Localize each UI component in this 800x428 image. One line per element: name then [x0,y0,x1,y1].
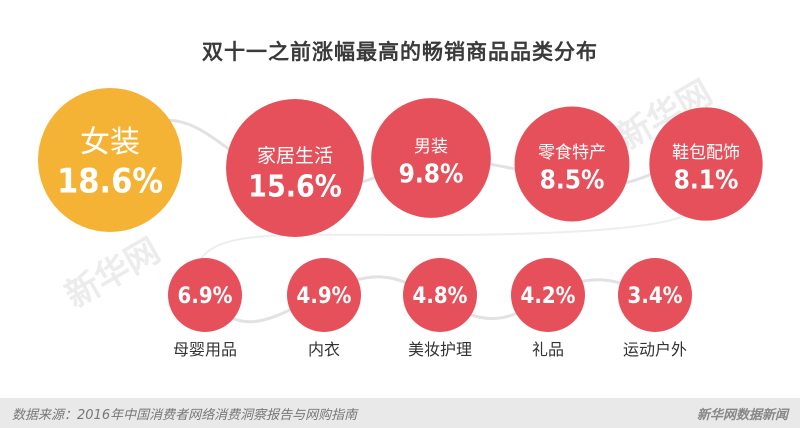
bubble-circle [38,88,182,232]
bubble-9: 运动户外 3.4% [618,258,692,359]
bubble-4: 鞋包配饰 8.1% [649,107,763,221]
bubble-category-label: 内衣 [308,340,340,359]
footer-source: 数据来源：2016年中国消费者网络消费洞察报告与网购指南 [12,408,358,423]
bubble-circle [226,99,364,237]
bubble-circle [287,258,361,332]
bubble-circle [649,107,763,221]
bubble-2: 男装 9.8% [371,98,491,218]
bubble-value-label: 8.5% [540,166,605,196]
bubble-category-label: 美妆护理 [408,340,472,359]
bubble-1: 家居生活 15.6% [226,99,364,237]
bubble-circle [403,258,477,332]
bubble-value-label: 4.2% [521,284,576,309]
bubble-value-label: 18.6% [57,161,163,201]
bubble-value-label: 6.9% [178,284,233,309]
bubble-category-label: 女装 [80,125,140,160]
footer: 数据来源：2016年中国消费者网络消费洞察报告与网购指南 新华网数据新闻 [0,398,800,428]
bubble-category-label: 零食特产 [538,143,606,163]
bubble-value-label: 4.8% [413,284,468,309]
bubble-category-label: 礼品 [532,340,564,359]
bubble-circle [514,106,630,222]
bubble-value-label: 8.1% [674,166,739,196]
bubble-category-label: 男装 [414,137,448,157]
bubble-circle [168,258,242,332]
bubble-category-label: 母婴用品 [173,340,237,359]
bubble-circle [511,258,585,332]
bubble-category-label: 鞋包配饰 [672,143,740,163]
bubble-6: 内衣 4.9% [287,258,361,359]
bubble-3: 零食特产 8.5% [514,106,630,222]
chart-title: 双十一之前涨幅最高的畅销商品品类分布 [202,40,598,64]
bubble-category-label: 家居生活 [257,145,333,167]
bubble-category-label: 运动户外 [623,340,687,359]
bubble-circle [618,258,692,332]
footer-brand: 新华网数据新闻 [696,408,788,423]
bubble-7: 美妆护理 4.8% [403,258,477,359]
bubble-5: 母婴用品 6.9% [168,258,242,359]
bubble-8: 礼品 4.2% [511,258,585,359]
connector-row-link [199,194,703,261]
bubble-value-label: 3.4% [628,284,683,309]
bubble-value-label: 4.9% [297,284,352,309]
bubble-circle [371,98,491,218]
bubble-value-label: 15.6% [248,170,342,205]
bubble-value-label: 9.8% [399,160,464,190]
